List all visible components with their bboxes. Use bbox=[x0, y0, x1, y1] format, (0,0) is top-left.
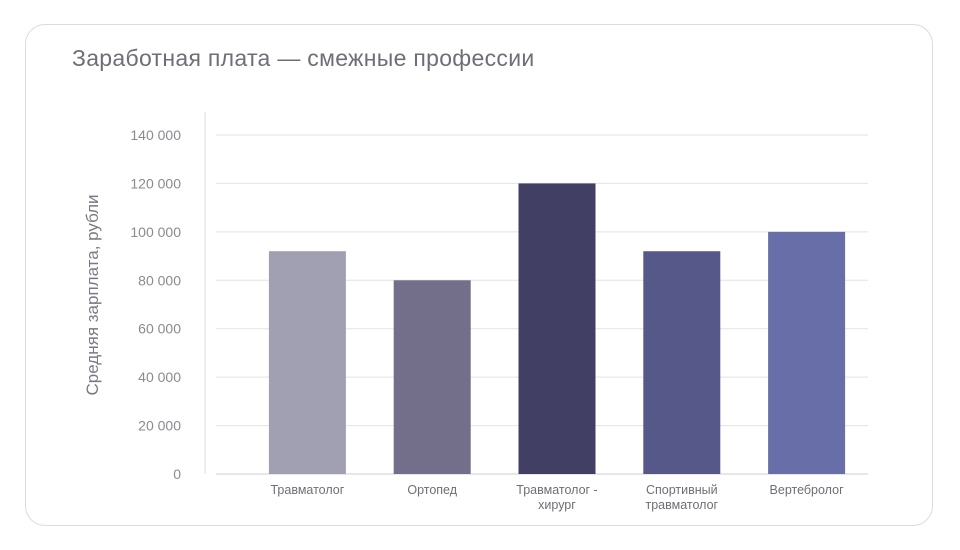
bar bbox=[393, 280, 471, 474]
x-category-label: Вертебролог bbox=[770, 483, 845, 497]
bar bbox=[268, 251, 346, 474]
chart-title: Заработная плата — смежные профессии bbox=[72, 45, 535, 71]
x-category-label: Травматолог - bbox=[516, 483, 597, 497]
y-tick-label: 60 000 bbox=[138, 321, 181, 337]
bar bbox=[643, 251, 721, 474]
x-category-label: Ортопед bbox=[407, 483, 457, 497]
y-tick-label: 20 000 bbox=[138, 418, 181, 434]
y-tick-label: 40 000 bbox=[138, 369, 181, 385]
y-tick-label: 0 bbox=[173, 466, 181, 482]
x-category-label: Спортивный bbox=[646, 483, 718, 497]
x-axis-labels: Травматолог Ортопед Травматолог -хирург Спо… bbox=[270, 483, 844, 512]
y-tick-label: 100 000 bbox=[130, 224, 181, 240]
y-tick-label: 140 000 bbox=[130, 127, 181, 143]
bar bbox=[768, 231, 846, 474]
bar bbox=[518, 183, 596, 474]
x-category-label: травматолог bbox=[645, 498, 718, 512]
x-category-label: хирург bbox=[538, 498, 576, 512]
y-axis-title: Средняя зарплата, рубли bbox=[83, 194, 102, 395]
y-tick-label: 80 000 bbox=[138, 272, 181, 288]
x-category-label: Травматолог bbox=[270, 483, 344, 497]
y-axis-ticks: 0 20 000 40 000 60 000 80 000 100 000 120 000 1… bbox=[130, 127, 181, 482]
y-tick-label: 120 000 bbox=[130, 175, 181, 191]
bars bbox=[268, 183, 846, 474]
